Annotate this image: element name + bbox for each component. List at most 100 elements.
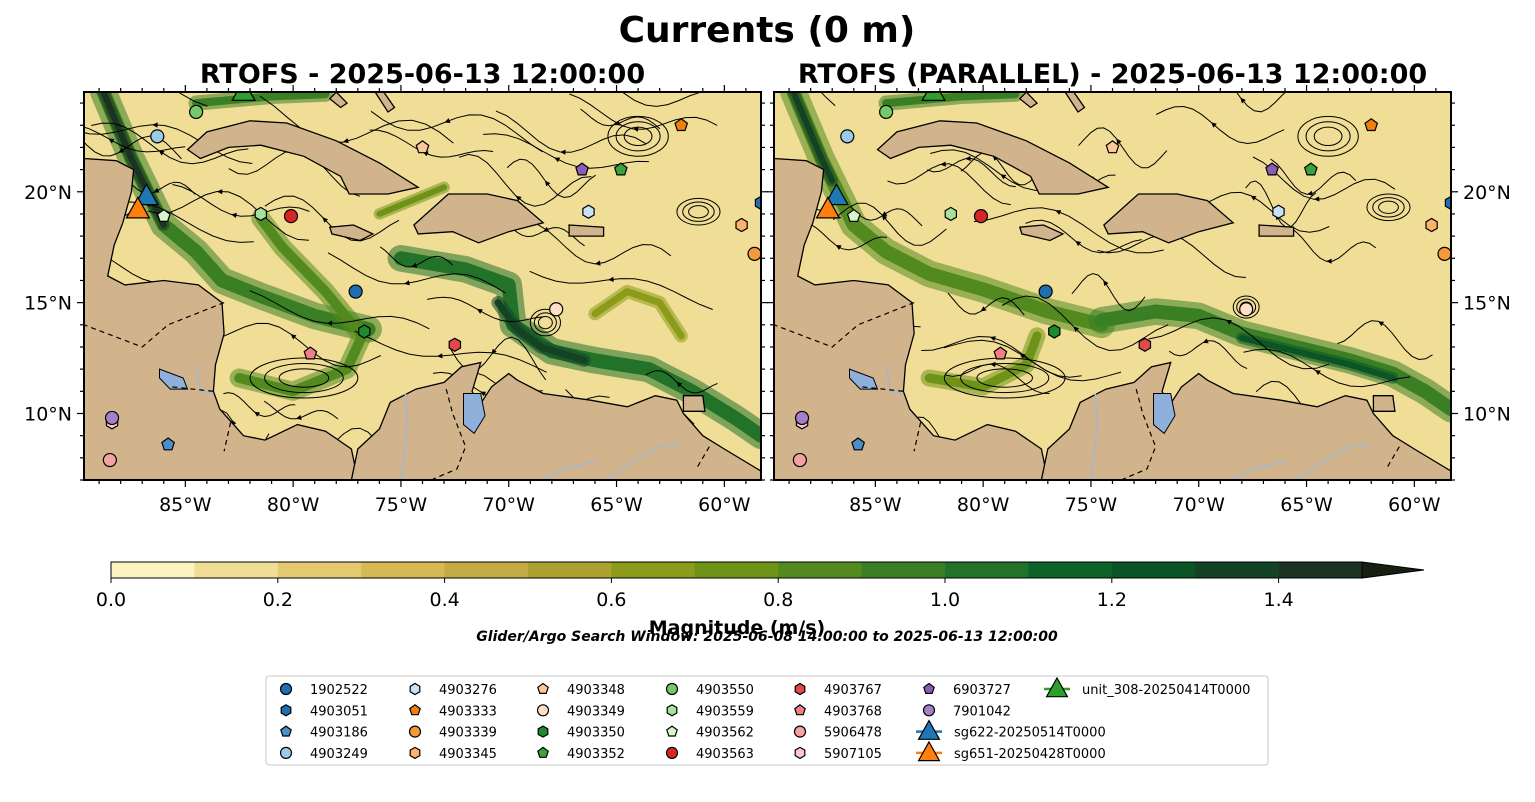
x-tick-label: 65°W bbox=[1280, 494, 1333, 516]
argo-marker-5906478 bbox=[102, 452, 117, 468]
streamline-arrow bbox=[990, 361, 996, 368]
streamline bbox=[1235, 92, 1287, 113]
x-tick-label: 60°W bbox=[698, 494, 751, 516]
legend-label: 5907105 bbox=[824, 747, 882, 762]
legend-label: 4903563 bbox=[696, 747, 754, 762]
legend-label: 4903051 bbox=[310, 704, 368, 719]
argo-marker-4903051 bbox=[754, 195, 761, 211]
legend-entry: 4903562 bbox=[666, 725, 754, 741]
map-area bbox=[70, 92, 761, 480]
streamline bbox=[427, 296, 544, 323]
streamline-arrow bbox=[1378, 321, 1385, 327]
colorbar-segment bbox=[444, 562, 529, 578]
streamline-arrow bbox=[608, 276, 614, 282]
streamline bbox=[1168, 340, 1248, 370]
streamline bbox=[222, 322, 382, 368]
eddy-streamline bbox=[1366, 193, 1411, 222]
legend-label: 7901042 bbox=[953, 704, 1011, 719]
legend-marker-hexagon bbox=[280, 704, 292, 717]
streamline-arrow bbox=[216, 189, 223, 195]
streamline bbox=[91, 122, 249, 165]
streamline-arrow bbox=[1116, 138, 1122, 145]
streamline-arrow bbox=[1000, 174, 1007, 180]
argo-marker-4903550 bbox=[879, 104, 894, 120]
lake bbox=[463, 393, 486, 435]
legend-marker-circle bbox=[279, 746, 293, 760]
streamline bbox=[1191, 191, 1330, 233]
river bbox=[195, 364, 214, 395]
argo-marker-4903352 bbox=[1303, 162, 1318, 176]
legend-entry: 4903249 bbox=[279, 746, 368, 762]
argo-marker-4903333 bbox=[1364, 118, 1379, 132]
argo-marker-4903276 bbox=[582, 204, 595, 219]
colorbar-tick-label: 0.4 bbox=[429, 589, 459, 611]
streamline bbox=[832, 202, 947, 246]
streamline-arrow bbox=[594, 260, 601, 266]
legend-entry: 4903349 bbox=[536, 704, 625, 719]
streamline bbox=[1078, 127, 1168, 169]
legend-box bbox=[265, 675, 1269, 766]
streamline bbox=[850, 206, 923, 227]
argo-marker-4903186 bbox=[161, 437, 176, 451]
streamline-arrow bbox=[480, 391, 487, 397]
argo-marker-4903276 bbox=[1272, 204, 1285, 219]
land bbox=[1103, 193, 1235, 244]
legend-marker-hexagon bbox=[537, 725, 549, 738]
streamline bbox=[506, 158, 596, 199]
streamline bbox=[259, 95, 454, 144]
river bbox=[605, 443, 682, 480]
legend-label: 4903349 bbox=[567, 704, 625, 719]
glider-marker-unit_308-20250414T0000 bbox=[921, 92, 946, 102]
colorbar-tick-label: 0.6 bbox=[596, 589, 626, 611]
x-tick-label: 75°W bbox=[375, 494, 428, 516]
legend-entry: 4903550 bbox=[665, 682, 754, 698]
map-panels: RTOFS - 2025-06-13 12:00:00 85°W 80°W 75°W 7… bbox=[24, 59, 1511, 516]
land bbox=[774, 92, 1049, 480]
argo-marker-4903345 bbox=[735, 217, 748, 233]
argo-marker-4903186 bbox=[851, 437, 866, 451]
country-border bbox=[84, 302, 225, 348]
map-panel-2: RTOFS (PARALLEL) - 2025-06-13 12:00:00 85… bbox=[767, 59, 1511, 516]
eddy-streamline bbox=[533, 312, 557, 333]
streamline-arrow bbox=[70, 449, 76, 454]
streamline bbox=[926, 157, 1016, 188]
country-border bbox=[913, 422, 922, 452]
eddy-streamline bbox=[264, 362, 344, 394]
streamline bbox=[84, 124, 253, 164]
legend-entry: 1902522 bbox=[279, 682, 368, 698]
current-band-core bbox=[494, 299, 588, 364]
argo-marker-6903727 bbox=[575, 162, 589, 176]
streamline-arrow bbox=[404, 280, 410, 286]
lake bbox=[1153, 393, 1176, 435]
land bbox=[876, 120, 1110, 195]
x-tick-label: 85°W bbox=[849, 494, 902, 516]
streamline-arrow bbox=[231, 212, 237, 218]
colorbar-segment bbox=[778, 562, 863, 578]
legend-marker-hexagon bbox=[794, 746, 806, 760]
legend-marker-hexagon bbox=[666, 704, 678, 717]
land bbox=[84, 92, 359, 480]
legend-entry: 5907105 bbox=[794, 746, 882, 762]
streamline bbox=[458, 153, 592, 207]
streamline-arrow bbox=[543, 226, 550, 232]
eddy-streamline bbox=[623, 126, 653, 147]
legend-label: sg651-20250428T0000 bbox=[954, 747, 1106, 762]
streamline bbox=[645, 370, 718, 394]
glider-marker-unit_308-20250414T0000 bbox=[231, 92, 256, 102]
streamline-arrow bbox=[322, 217, 328, 223]
streamline-arrow bbox=[965, 155, 971, 162]
argo-marker-4903562 bbox=[846, 208, 861, 222]
streamline-arrow bbox=[158, 150, 165, 156]
streamline bbox=[223, 392, 296, 418]
panel-title: RTOFS (PARALLEL) - 2025-06-13 12:00:00 bbox=[798, 59, 1427, 90]
legend-label: 4903559 bbox=[696, 704, 754, 719]
streamline-arrow bbox=[152, 122, 158, 128]
argo-marker-4903339 bbox=[747, 246, 761, 261]
streamline-arrow bbox=[326, 320, 333, 326]
legend-entry: 6903727 bbox=[923, 682, 1011, 698]
land bbox=[328, 92, 349, 109]
legend-label: 5906478 bbox=[824, 726, 882, 741]
streamline bbox=[947, 292, 1025, 316]
x-tick-label: 80°W bbox=[957, 494, 1010, 516]
current-band-core bbox=[790, 92, 836, 184]
